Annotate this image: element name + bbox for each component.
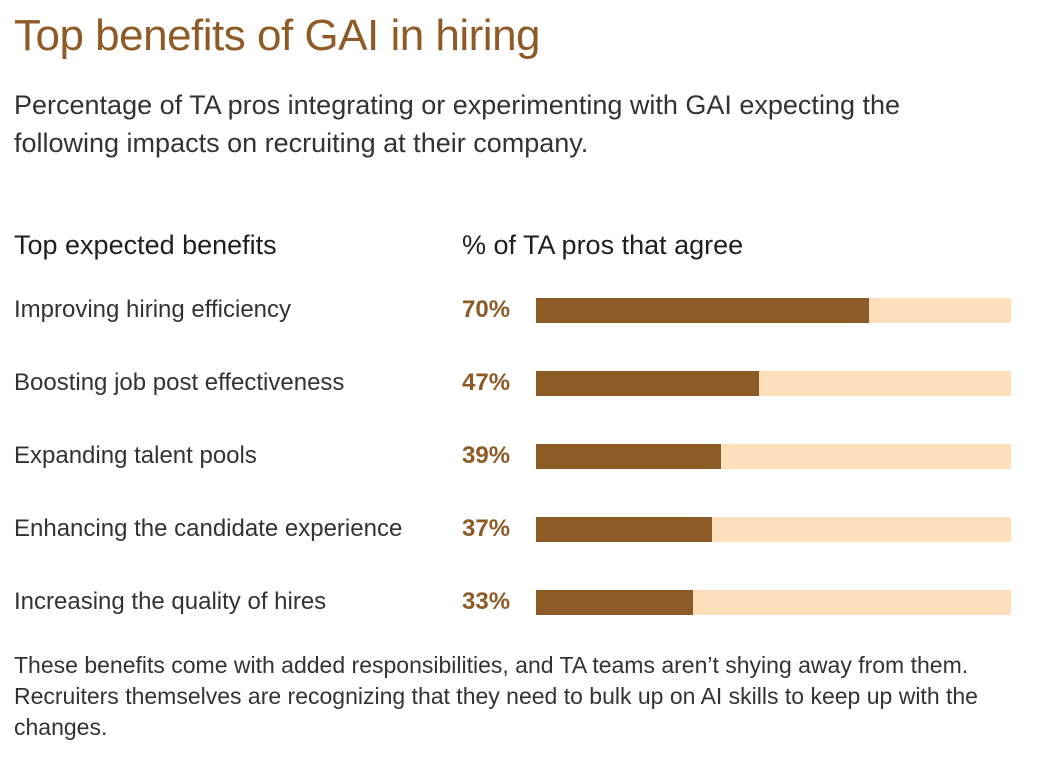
bar-row: Enhancing the candidate experience 37% [0, 499, 1043, 559]
category-label: Increasing the quality of hires [14, 588, 327, 615]
value-label: 37% [462, 515, 511, 542]
bar [536, 517, 712, 542]
bar-track [536, 444, 1011, 469]
percent-column-header: % of TA pros that agree [462, 230, 744, 260]
bar [536, 444, 722, 469]
footnote-text: These benefits come with added responsib… [14, 652, 978, 740]
value-label: 33% [462, 588, 511, 615]
bar [536, 298, 869, 323]
category-label: Improving hiring efficiency [14, 296, 292, 323]
bar-track [536, 298, 1011, 323]
bar-track [536, 590, 1011, 615]
category-label: Enhancing the candidate experience [14, 515, 403, 542]
category-label: Boosting job post effectiveness [14, 369, 345, 396]
value-label: 39% [462, 442, 511, 469]
benefits-column-header: Top expected benefits [14, 230, 277, 260]
bar [536, 371, 760, 396]
bar-row: Increasing the quality of hires 33% [0, 572, 1043, 632]
category-label: Expanding talent pools [14, 442, 257, 469]
value-label: 70% [462, 296, 511, 323]
bar-chart: Improving hiring efficiency 70% Boosting j… [0, 280, 1043, 640]
bar-track [536, 371, 1011, 396]
value-label: 47% [462, 369, 511, 396]
bar-track [536, 517, 1011, 542]
bar-row: Improving hiring efficiency 70% [0, 280, 1043, 340]
bar-row: Boosting job post effectiveness 47% [0, 353, 1043, 413]
bar [536, 590, 693, 615]
chart-title: Top benefits of GAI in hiring [14, 11, 541, 60]
chart-subtitle: Percentage of TA pros integrating or exp… [14, 90, 901, 158]
bar-row: Expanding talent pools 39% [0, 426, 1043, 486]
